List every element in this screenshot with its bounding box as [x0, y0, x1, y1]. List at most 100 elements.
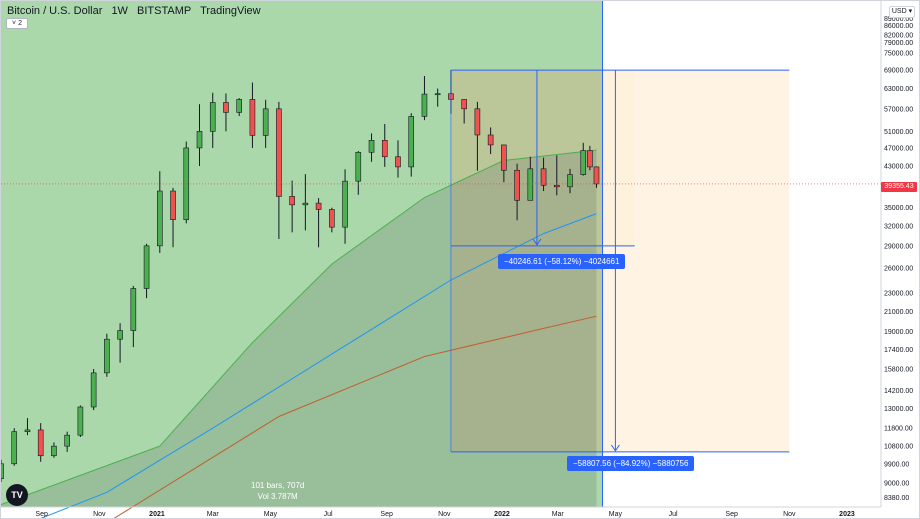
- currency-selector[interactable]: USD ▾: [889, 6, 915, 18]
- price-tick-label: 63000.00: [884, 86, 913, 93]
- candle: [262, 99, 269, 148]
- candle: [408, 113, 415, 177]
- price-tick-label: 21000.00: [884, 309, 913, 316]
- candle: [77, 405, 84, 437]
- candle: [553, 155, 560, 196]
- candle-body: [143, 245, 150, 289]
- candle: [587, 145, 593, 171]
- candle-body: [315, 202, 322, 210]
- candle: [249, 82, 256, 148]
- candle: [170, 187, 176, 248]
- candle-body: [236, 99, 242, 113]
- candle: [567, 168, 573, 194]
- time-tick-label: Jul: [669, 511, 678, 518]
- lower-measure-zone: [602, 70, 790, 452]
- ma-ribbon-fill: [1, 150, 597, 507]
- candle: [421, 76, 428, 121]
- candle-body: [355, 151, 362, 182]
- candle-body: [567, 174, 573, 188]
- candle: [236, 98, 242, 117]
- price-tick-label: 9900.00: [884, 461, 909, 468]
- candle-body: [249, 99, 256, 136]
- price-tick-label: 9000.00: [884, 481, 909, 488]
- candle: [487, 127, 494, 155]
- candle-body: [262, 108, 269, 136]
- price-tick-label: 82000.00: [884, 33, 913, 40]
- price-tick-label: 51000.00: [884, 129, 913, 136]
- candle: [355, 150, 362, 195]
- time-tick-label: 2021: [149, 511, 165, 518]
- candle-body: [474, 108, 481, 136]
- time-tick-label: Sep: [380, 511, 393, 518]
- candle-body: [223, 102, 229, 113]
- candle-body: [553, 184, 560, 188]
- candle-body: [395, 156, 401, 168]
- candle-body: [302, 202, 309, 206]
- lower-measure-label: −58807.56 (−84.92%) −5880756: [567, 456, 695, 471]
- time-tick-label: 2022: [494, 511, 510, 518]
- price-tick-label: 69000.00: [884, 68, 913, 75]
- candle-body: [501, 144, 507, 171]
- candle-body: [527, 168, 534, 201]
- candle-body: [580, 150, 587, 175]
- time-tick-label: Mar: [207, 511, 220, 518]
- candle-body: [540, 168, 547, 186]
- candle-body: [11, 431, 18, 465]
- interval-label: 1W: [111, 5, 128, 17]
- candle-body: [593, 166, 600, 185]
- candle: [64, 431, 70, 452]
- candle-body: [130, 288, 137, 331]
- candle: [501, 144, 507, 183]
- time-tick-label: Nov: [783, 511, 796, 518]
- price-tick-label: 23000.00: [884, 290, 913, 297]
- range-stats: 101 bars, 707d Vol 3.787M: [251, 480, 304, 502]
- candle-body: [183, 147, 190, 220]
- symbol-legend[interactable]: Bitcoin / U.S. Dollar 1W BITSTAMP Tradin…: [7, 5, 267, 17]
- candle-body: [1, 463, 4, 479]
- time-tick-label: Sep: [35, 511, 48, 518]
- time-tick-label: May: [264, 511, 278, 518]
- candle: [183, 141, 190, 224]
- candle: [434, 88, 441, 107]
- candle: [461, 99, 467, 124]
- candle: [156, 171, 163, 253]
- candle-body: [421, 93, 428, 117]
- collapse-indicators-button[interactable]: ˅ 2: [6, 18, 28, 29]
- bars-count: 101 bars, 707d: [251, 481, 305, 490]
- candle: [1, 459, 4, 482]
- candle: [540, 157, 547, 192]
- source-label: TradingView: [200, 5, 261, 17]
- candle-body: [24, 429, 31, 432]
- candle: [24, 418, 31, 436]
- current-price-tag: 39355.43: [881, 182, 917, 192]
- upper-arrow-head-icon: [532, 238, 542, 246]
- time-tick-label: Nov: [93, 511, 106, 518]
- candle-body: [487, 134, 494, 146]
- candle-body: [408, 116, 415, 168]
- candle: [289, 180, 295, 233]
- price-tick-label: 35000.00: [884, 205, 913, 212]
- time-tick-label: Nov: [438, 511, 451, 518]
- price-tick-label: 10800.00: [884, 444, 913, 451]
- candle: [223, 93, 229, 132]
- candle-body: [196, 131, 203, 149]
- exchange-label: BITSTAMP: [137, 5, 192, 17]
- candle: [527, 156, 534, 201]
- candle-body: [104, 338, 110, 374]
- symbol-name: Bitcoin / U.S. Dollar: [7, 5, 103, 17]
- candle-body: [77, 406, 84, 436]
- candle-body: [37, 429, 44, 457]
- candle: [342, 169, 348, 244]
- candle: [11, 428, 18, 466]
- candle: [593, 166, 600, 188]
- candle: [37, 423, 44, 462]
- moving-average-line-2: [40, 213, 597, 518]
- time-tick-label: 2023: [839, 511, 855, 518]
- candle-body: [368, 140, 375, 153]
- tradingview-logo-icon[interactable]: TV: [6, 484, 28, 506]
- candle-body: [64, 434, 70, 447]
- time-tick-label: May: [609, 511, 623, 518]
- price-tick-label: 8380.00: [884, 495, 909, 502]
